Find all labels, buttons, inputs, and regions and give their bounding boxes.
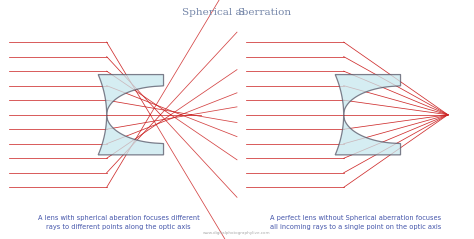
Text: S: S	[237, 8, 244, 17]
Text: A lens with spherical aberation focuses different
rays to different points along: A lens with spherical aberation focuses …	[37, 215, 200, 230]
Text: Spherical aberration: Spherical aberration	[182, 8, 292, 17]
Polygon shape	[98, 75, 164, 155]
Text: www.digitalphotographylive.com: www.digitalphotographylive.com	[203, 231, 271, 235]
Polygon shape	[335, 75, 401, 155]
Text: A perfect lens without Spherical aberration focuses
all incoming rays to a singl: A perfect lens without Spherical aberrat…	[270, 215, 441, 230]
